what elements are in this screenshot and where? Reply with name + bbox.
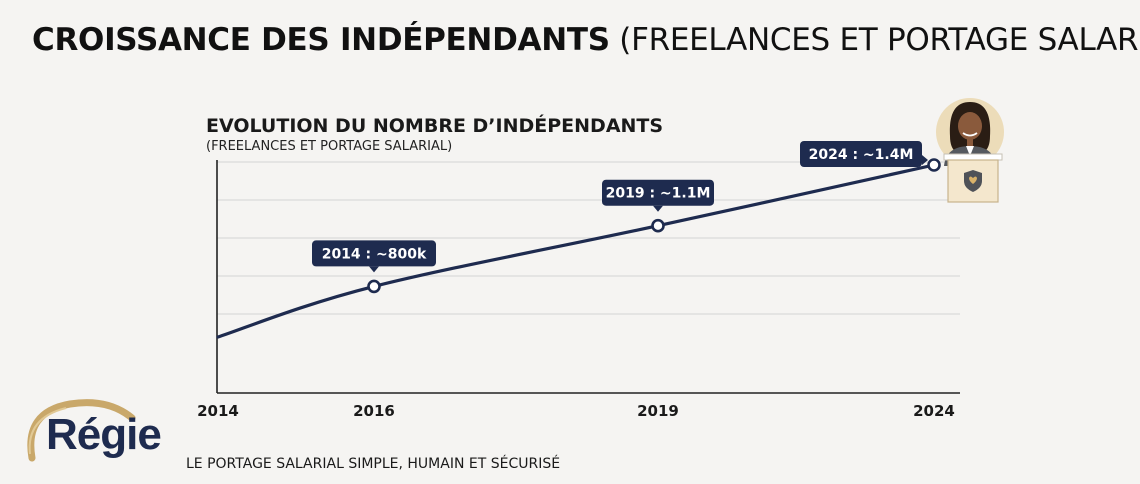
data-point-2016	[367, 279, 381, 294]
axes	[216, 160, 960, 394]
callout-box-2016	[312, 240, 436, 267]
chart-subtitle: (FREELANCES ET PORTAGE SALARIAL)	[206, 139, 453, 154]
x-tick-2014: 2014	[197, 402, 239, 420]
brand-name: Régie	[46, 410, 162, 459]
x-tick-2024: 2024	[913, 402, 955, 420]
chart-title: EVOLUTION DU NOMBRE D’INDÉPENDANTS	[206, 115, 664, 137]
callouts: 2014 : ~800k 2019 : ~1.1M 2024 : ~1.4M	[312, 141, 928, 273]
x-tick-labels: 2014 2016 2019 2024	[197, 402, 955, 420]
data-point-2019	[651, 218, 665, 233]
presenter-illustration-icon	[936, 98, 1004, 203]
x-tick-2019: 2019	[637, 402, 679, 420]
series-line	[216, 163, 936, 339]
page-title: CROISSANCE DES INDÉPENDANTS (FREELANCES …	[32, 22, 1140, 58]
callout-box-2019	[602, 179, 714, 206]
x-tick-2016: 2016	[353, 402, 395, 420]
callout-label-2024: 2024 : ~1.4M	[809, 147, 914, 163]
callout-tail-2024	[922, 155, 928, 165]
page-title-main: CROISSANCE DES INDÉPENDANTS	[32, 22, 610, 58]
data-point-2024	[927, 158, 941, 172]
regie-logo-icon	[27, 399, 136, 462]
callout-label-2019: 2019 : ~1.1M	[606, 186, 711, 202]
brand-tagline: LE PORTAGE SALARIAL SIMPLE, HUMAIN ET SÉ…	[186, 456, 561, 472]
data-points	[367, 158, 941, 294]
callout-box-2024	[800, 141, 922, 167]
page-title-sub: (FREELANCES ET PORTAGE SALARIAL)	[619, 22, 1140, 58]
callout-tail-2019	[653, 205, 663, 212]
series-line-layer	[216, 163, 936, 339]
callout-label-2016: 2014 : ~800k	[322, 246, 427, 262]
callout-tail-2016	[369, 266, 379, 273]
